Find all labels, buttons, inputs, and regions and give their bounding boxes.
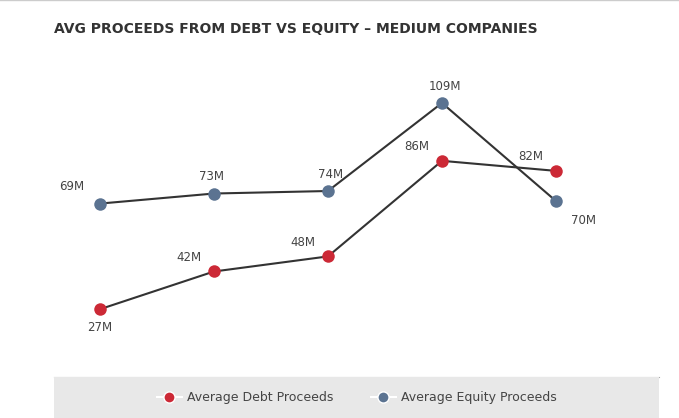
Text: 109M: 109M <box>428 80 461 93</box>
Text: 86M: 86M <box>405 140 430 153</box>
Point <box>208 268 219 275</box>
Text: 70M: 70M <box>571 214 596 227</box>
Text: 73M: 73M <box>199 171 223 184</box>
Text: 82M: 82M <box>519 150 543 163</box>
Point <box>437 99 447 106</box>
Point <box>437 158 447 164</box>
Text: 69M: 69M <box>60 181 85 194</box>
Legend: Average Debt Proceeds, Average Equity Proceeds: Average Debt Proceeds, Average Equity Pr… <box>151 386 562 409</box>
Point <box>551 168 562 174</box>
Point <box>323 188 333 194</box>
Text: AVG PROCEEDS FROM DEBT VS EQUITY – MEDIUM COMPANIES: AVG PROCEEDS FROM DEBT VS EQUITY – MEDIU… <box>54 23 538 36</box>
Point <box>94 200 105 207</box>
Text: 42M: 42M <box>177 251 202 264</box>
Text: 74M: 74M <box>318 168 344 181</box>
Point <box>208 190 219 197</box>
Point <box>551 198 562 204</box>
Text: 27M: 27M <box>88 321 113 334</box>
Point <box>323 253 333 260</box>
Point <box>94 306 105 313</box>
Text: 48M: 48M <box>291 236 316 249</box>
